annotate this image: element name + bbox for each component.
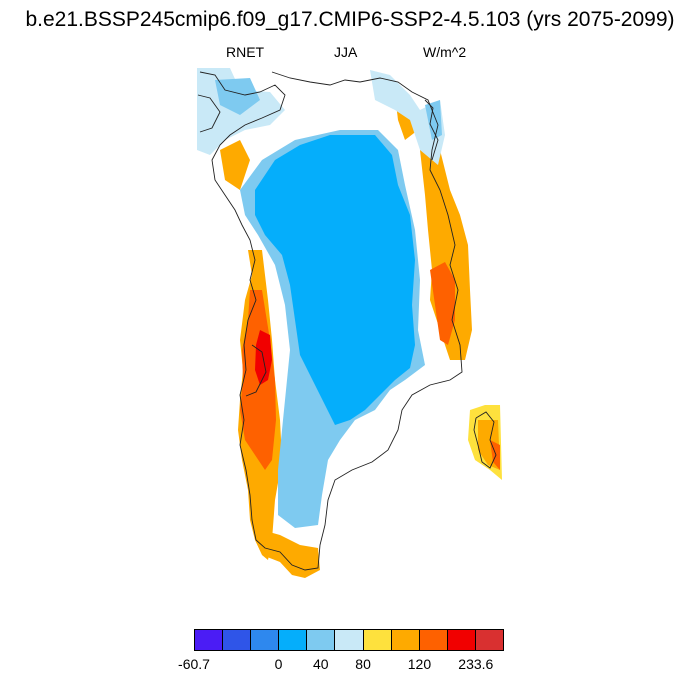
colorbar-box bbox=[447, 630, 476, 650]
colorbar bbox=[194, 629, 504, 651]
south-orange bbox=[262, 530, 320, 578]
coastline-west-fjord bbox=[245, 344, 267, 397]
colorbar-box bbox=[475, 630, 504, 650]
colorbar-box bbox=[223, 630, 252, 650]
nw-light bbox=[215, 78, 260, 115]
colorbar-box bbox=[307, 630, 336, 650]
colorbar-tick-label: 40 bbox=[313, 656, 329, 672]
colorbar-box bbox=[335, 630, 364, 650]
variable-label: RNET bbox=[226, 44, 265, 60]
colorbar-tick-label: 233.6 bbox=[458, 656, 494, 672]
plot-title: b.e21.BSSP245cmip6.f09_g17.CMIP6-SSP2-4.… bbox=[25, 8, 675, 31]
colorbar-box bbox=[391, 630, 420, 650]
interior-core bbox=[255, 135, 415, 425]
island-east-red bbox=[490, 440, 500, 470]
colorbar-box bbox=[195, 630, 224, 650]
units-label: W/m^2 bbox=[423, 44, 467, 60]
ne-pale bbox=[370, 70, 445, 165]
coastline-ne-fjord bbox=[424, 99, 439, 161]
coastline-island bbox=[473, 411, 497, 469]
north-orange-1 bbox=[220, 140, 250, 190]
colorbar-box bbox=[279, 630, 308, 650]
colorbar-tick-label: -60.7 bbox=[178, 656, 210, 672]
colorbar-box bbox=[419, 630, 448, 650]
colorbar-tick-label: 120 bbox=[407, 656, 432, 672]
season-label: JJA bbox=[334, 44, 358, 60]
ne-light bbox=[425, 100, 442, 140]
coastline-nw-fjord bbox=[197, 94, 221, 133]
colorbar-box bbox=[251, 630, 280, 650]
east-orange-band bbox=[420, 150, 472, 360]
colorbar-tick-label: 80 bbox=[355, 656, 371, 672]
coastline-west bbox=[199, 71, 463, 571]
east-dark-orange bbox=[430, 262, 455, 345]
colorbar-box bbox=[363, 630, 392, 650]
colorbar-tick-label: 0 bbox=[274, 656, 283, 672]
